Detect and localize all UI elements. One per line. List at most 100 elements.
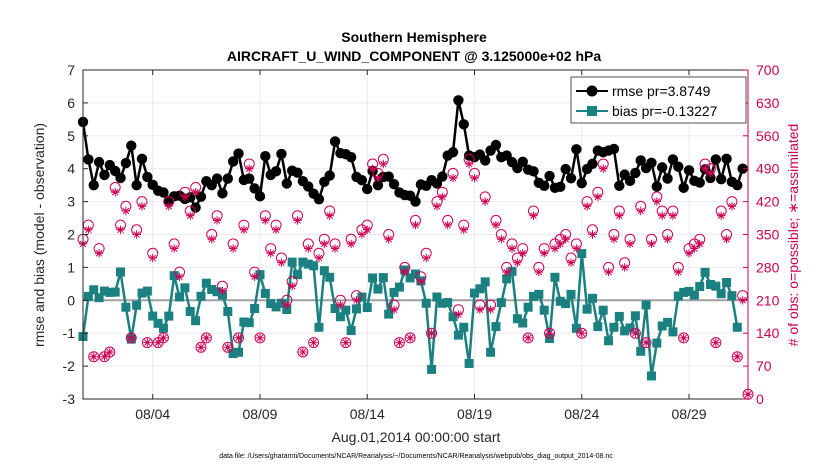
bias-point: [83, 291, 93, 301]
obs-possible-point: [195, 341, 207, 353]
rmse-point: [329, 136, 341, 147]
y2-tick-label: 420: [756, 194, 780, 210]
bias-point: [571, 323, 581, 333]
obs-possible-point: [426, 327, 438, 339]
obs-assimilated-point: [357, 230, 367, 239]
obs-assimilated-point: [202, 333, 211, 343]
bias-point: [636, 346, 646, 356]
bias-point: [475, 284, 485, 294]
y-axis-left: -3 -2 -1 0 1 2 3 4 5 6 7: [63, 62, 88, 407]
y2-tick-label: 0: [756, 391, 764, 407]
obs-assimilated-point: [346, 239, 356, 249]
obs-assimilated-point: [502, 267, 511, 277]
bias-point: [255, 270, 265, 280]
obs-assimilated-point: [212, 216, 222, 225]
obs-assimilated-point: [657, 211, 667, 220]
obs-assimilated-point: [577, 329, 586, 338]
obs-possible-point: [710, 337, 722, 349]
rmse-point: [555, 181, 566, 192]
bias-point: [293, 270, 303, 280]
obs-assimilated-point: [593, 192, 603, 202]
rmse-point: [608, 143, 620, 155]
obs-assimilated-point: [727, 202, 737, 211]
bias-point: [99, 286, 109, 296]
bias-point: [432, 292, 442, 302]
bias-point: [534, 289, 544, 299]
obs-possible-point: [157, 332, 169, 344]
bias-point: [319, 266, 329, 276]
bias-point: [518, 318, 528, 328]
bias-point: [657, 321, 667, 331]
bias-point: [427, 364, 437, 374]
rmse-point: [710, 154, 722, 165]
bias-point: [491, 322, 501, 332]
rmse-point: [528, 166, 539, 177]
bias-point: [234, 347, 244, 357]
obs-possible-point: [404, 332, 416, 344]
bias-point: [486, 347, 496, 357]
obs-assimilated-point: [647, 239, 656, 249]
obs-assimilated-point: [631, 329, 640, 338]
rmse-point: [614, 180, 625, 192]
bias-point: [598, 305, 608, 315]
obs-possible-point: [629, 327, 641, 339]
obs-assimilated-point: [261, 216, 270, 225]
bias-point: [169, 271, 179, 281]
rmse-point: [292, 167, 303, 178]
obs-assimilated-point: [341, 338, 350, 347]
x-axis: 08/04 08/09 08/14 08/19 08/24 08/29: [135, 70, 707, 422]
bias-point: [587, 293, 597, 303]
bias-point: [244, 318, 254, 328]
bias-point: [502, 274, 512, 284]
obs-possible-point: [678, 332, 690, 344]
obs-assimilated-point: [438, 192, 447, 202]
x-axis-label: Aug.01,2014 00:00:00 start: [332, 429, 501, 445]
rmse-point: [571, 144, 582, 155]
rmse-point: [190, 202, 201, 213]
obs-possible-point: [125, 332, 137, 344]
obs-assimilated-point: [588, 230, 597, 239]
x-tick-label: 08/04: [135, 406, 170, 422]
bias-point: [314, 322, 324, 332]
bias-point: [335, 312, 345, 322]
rmse-point: [227, 156, 239, 167]
obs-assimilated-point: [330, 244, 340, 253]
y-tick-label: 2: [67, 227, 75, 243]
obs-possible-point: [522, 332, 534, 344]
rmse-point: [683, 165, 695, 176]
bias-point: [368, 273, 378, 283]
rmse-point: [453, 95, 464, 106]
obs-assimilated-point: [368, 164, 377, 173]
bias-point: [646, 371, 656, 381]
obs-assimilated-point: [121, 206, 131, 216]
obs-assimilated-point: [110, 188, 120, 197]
obs-assimilated-point: [191, 188, 200, 197]
obs-assimilated-point: [175, 272, 184, 281]
bias-point: [593, 322, 603, 332]
obs-assimilated-point: [137, 202, 147, 211]
obs-assimilated-point: [416, 277, 426, 286]
obs-assimilated-point: [641, 338, 651, 347]
rmse-point: [270, 166, 282, 177]
obs-assimilated-point: [239, 225, 249, 234]
bias-point: [330, 304, 340, 314]
obs-possible-point: [141, 337, 153, 349]
series-obs-assimilated: [78, 159, 753, 399]
bias-point: [604, 336, 614, 346]
bias-point: [711, 281, 721, 291]
obs-assimilated-point: [245, 164, 254, 173]
rmse-point: [260, 150, 271, 162]
x-tick-label: 08/19: [457, 406, 492, 422]
rmse-point: [345, 151, 357, 163]
obs-assimilated-point: [271, 225, 281, 234]
rmse-point: [410, 196, 421, 207]
rmse-point: [458, 119, 469, 130]
obs-assimilated-point: [615, 211, 624, 220]
bias-point: [373, 284, 383, 294]
bias-point: [394, 282, 404, 292]
obs-assimilated-point: [636, 206, 645, 216]
obs-assimilated-point: [582, 202, 592, 211]
obs-assimilated-point: [352, 296, 361, 305]
rmse-point: [88, 179, 99, 191]
bias-point: [341, 305, 351, 315]
